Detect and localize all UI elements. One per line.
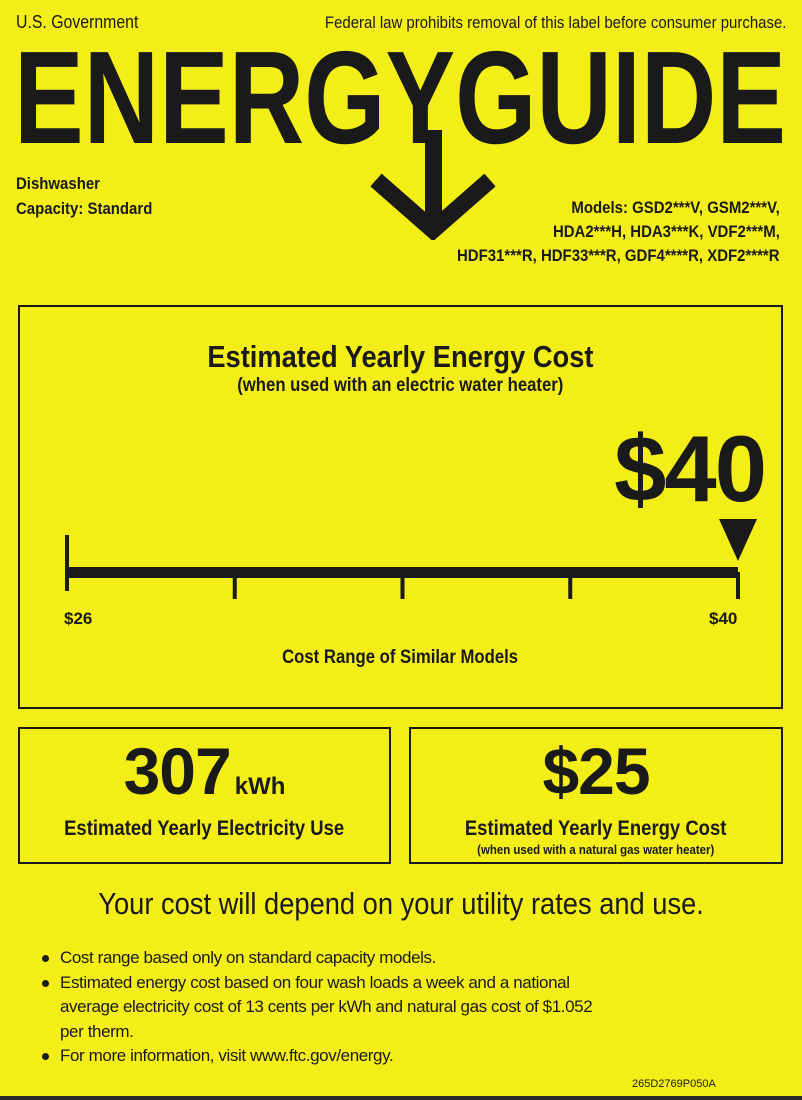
note-item: Cost range based only on standard capaci… [38, 946, 598, 971]
electricity-label: Estimated Yearly Electricity Use [64, 817, 345, 840]
arrow-down-icon [370, 173, 496, 240]
electricity-value: 307 [123, 734, 232, 808]
main-cost-title: Estimated Yearly Energy Cost [207, 339, 594, 374]
product-type: Dishwasher [16, 174, 100, 193]
electricity-value-row: 307 kWh [20, 733, 389, 809]
note-item: For more information, visit www.ftc.gov/… [38, 1044, 598, 1069]
main-cost-value: $40 [614, 416, 767, 521]
models-line: Models: GSD2***V, GSM2***V, [571, 198, 780, 217]
gas-cost-label: Estimated Yearly Energy Cost [465, 817, 727, 840]
gas-cost-sublabel: (when used with a natural gas water heat… [477, 842, 715, 857]
models-line: HDF31***R, HDF33***R, GDF4****R, XDF2***… [457, 246, 780, 265]
range-tick [400, 572, 405, 599]
main-cost-subtitle: (when used with an electric water heater… [237, 375, 564, 396]
range-tick [232, 572, 237, 599]
energyguide-logo: ENERGYGUIDE [14, 40, 786, 240]
electricity-unit: kWh [234, 773, 286, 800]
arrow-shaft [425, 130, 442, 220]
note-item: Estimated energy cost based on four wash… [38, 971, 598, 1045]
product-capacity: Capacity: Standard [16, 199, 153, 218]
bottom-border [0, 1096, 802, 1100]
gas-cost-panel: $25 Estimated Yearly Energy Cost (when u… [409, 727, 783, 864]
models-line: HDA2***H, HDA3***K, VDF2***M, [553, 222, 780, 241]
range-max-label: $40 [709, 609, 738, 628]
cost-statement: Your cost will depend on your utility ra… [98, 886, 704, 921]
cost-range-scale [65, 519, 757, 599]
product-info: Dishwasher Capacity: Standard [16, 171, 171, 221]
range-caption: Cost Range of Similar Models [282, 647, 519, 668]
label-code: 265D2769P050A [632, 1078, 716, 1090]
electricity-use-panel: 307 kWh Estimated Yearly Electricity Use [18, 727, 391, 864]
gas-cost-value: $25 [542, 734, 650, 808]
cost-pointer-icon [719, 519, 757, 561]
models-list: Models: GSD2***V, GSM2***V, HDA2***H, HD… [413, 196, 780, 268]
range-tick [568, 572, 573, 599]
removal-notice: Federal law prohibits removal of this la… [324, 13, 786, 32]
logo-title: ENERGYGUIDE [14, 40, 786, 171]
range-min-label: $26 [64, 609, 93, 628]
range-start-tick [65, 535, 69, 591]
notes: Cost range based only on standard capaci… [38, 946, 598, 1069]
government-label: U.S. Government [16, 12, 139, 32]
range-end-tick [736, 572, 740, 599]
main-cost-panel: Estimated Yearly Energy Cost (when used … [18, 305, 783, 709]
